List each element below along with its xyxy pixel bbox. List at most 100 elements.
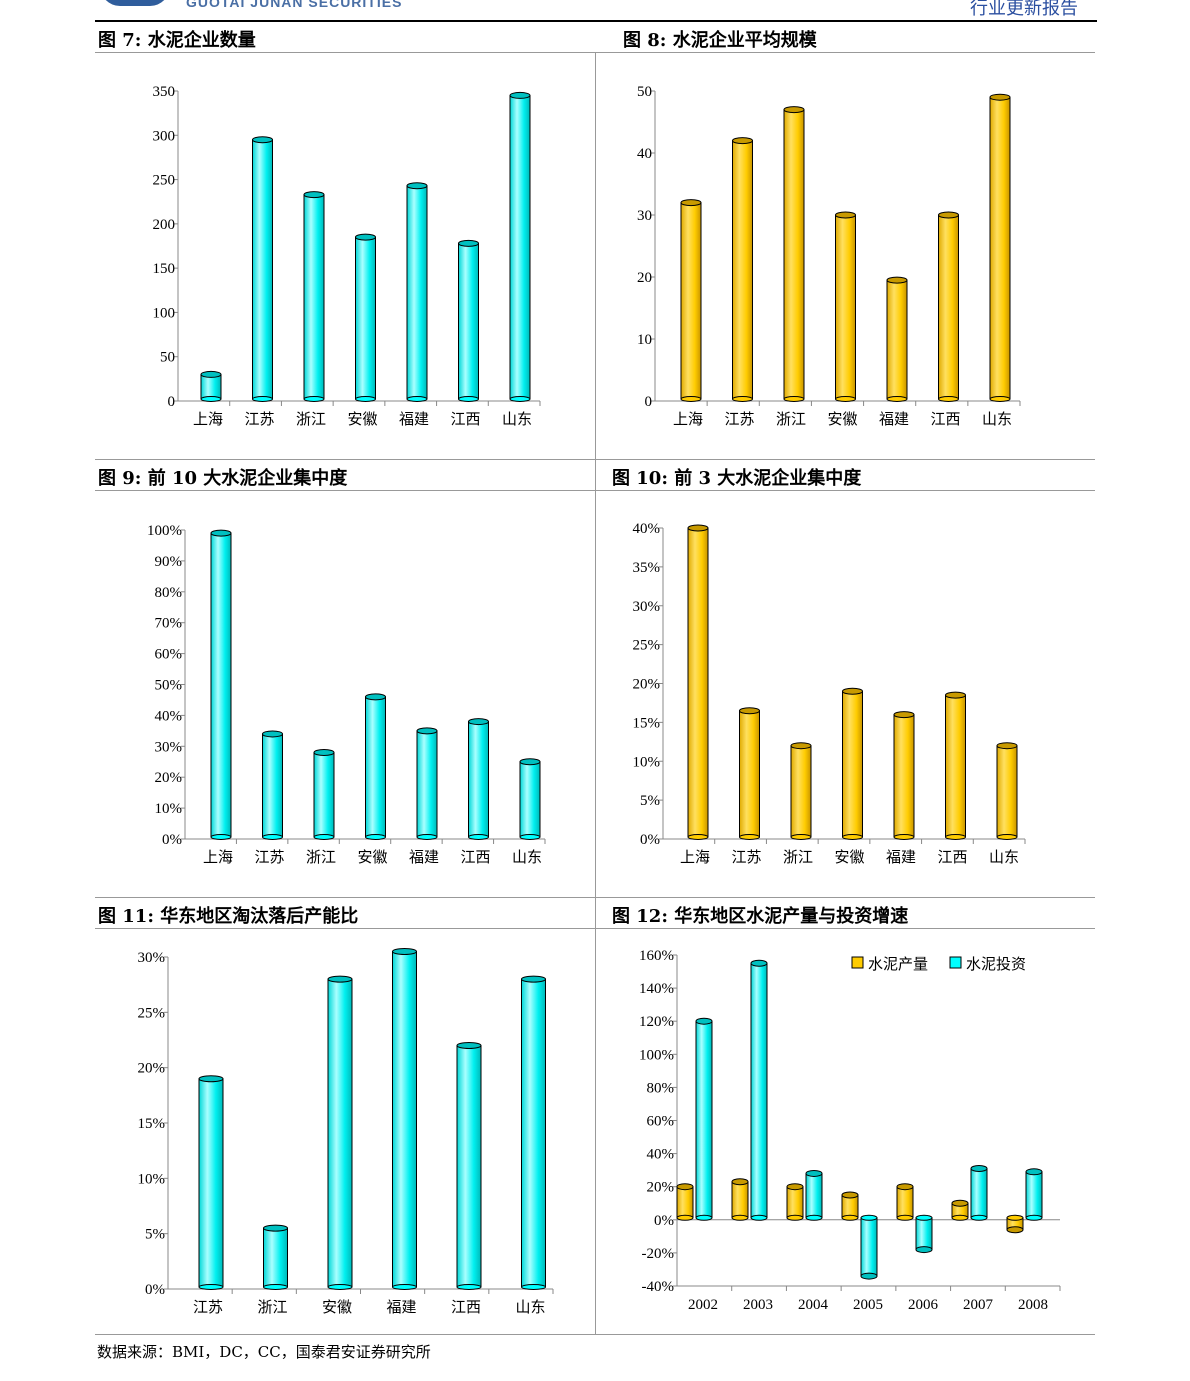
fig9-bar-cap [519,758,541,766]
fig9-bar-base [210,834,232,840]
fig11-y-tick-label: 25% [138,1005,166,1021]
fig9-y-tick-label: 50% [155,678,183,694]
fig11-bar-body [521,978,546,1288]
fig9-x-tick-label: 安徽 [357,849,387,866]
fig10-x-tick-label: 福建 [886,849,916,866]
fig9-y-tick-label: 100% [147,523,182,539]
fig9-bar-body [365,696,386,838]
fig7-bar-body [458,242,479,400]
fig11-y-tick-label: 5% [145,1227,165,1243]
fig7-y-tick-label: 0 [168,394,176,410]
fig10-bar-cap [996,742,1018,750]
fig8-bar-cap [886,276,908,284]
fig12-y-tick-label: 140% [639,981,674,997]
fig8-bar-body [680,202,702,400]
fig9-bar-base [365,834,386,840]
fig10-bar-base [790,834,812,840]
fig7-x-tick-label: 浙江 [296,411,326,428]
fig10-y-tick-label: 0% [640,832,660,848]
fig8-bar-base [783,396,805,402]
fig12-bar-gold [1006,1214,1024,1234]
fig7-title: 图 7: 水泥企业数量 [98,30,256,51]
fig12-bar-cyan-body [970,1167,988,1219]
fig12-y-tick-label: 160% [639,948,674,964]
fig8-bar-base [835,396,856,402]
fig10-x-tick-label: 江苏 [731,849,761,866]
fig12-bar-gold-base [1006,1214,1024,1221]
fig8-bar-base [989,396,1011,402]
fig7-bar-body [355,236,376,400]
fig11-bar-cap [392,947,417,955]
fig10-bar-base [842,834,863,840]
fig12-bar-gold [841,1191,859,1221]
fig12-bar-cyan-cap [750,959,768,967]
column-divider [595,52,596,1334]
fig12-bar-cyan-base [805,1214,823,1221]
fig8-bar-cap [938,211,959,219]
fig11-bar-body [456,1045,482,1288]
fig9-bar-base [519,834,541,840]
fig12-bar-gold-body [731,1181,749,1219]
fig10-bar-body [893,714,915,838]
fig11-bar [327,975,353,1290]
fig7-y-tick-label: 350 [153,84,176,100]
fig12-bar-gold [786,1183,804,1221]
fig9-x-tick-label: 江西 [460,849,490,866]
fig9-bar-cap [365,693,386,701]
fig12-bar-gold [676,1183,694,1221]
fig12-bar-cyan-base [1025,1214,1043,1221]
fig8-y-tick-label: 10 [637,332,652,348]
fig7-bar-cap [303,191,325,199]
fig7-bar-body [200,373,222,400]
fig8-bar [680,199,702,402]
fig12-bar-cyan-base [915,1214,933,1221]
fig8-x-tick-label: 江苏 [724,411,754,428]
fig11-x-tick-label: 山东 [515,1299,545,1316]
fig12-bar-gold-base [786,1214,804,1221]
fig10-x-tick-label: 安徽 [834,849,864,866]
fig9-bar [262,730,283,840]
fig8-y-tick-label: 50 [637,84,652,100]
fig9-bar-base [262,834,283,840]
fig11-bar-cap [456,1042,482,1050]
fig9-bar-body [519,761,541,838]
fig7-bar-body [406,185,428,400]
fig10-bar [945,691,966,840]
fig7-bar-cap [200,370,222,378]
fig12-bar-gold-cap [786,1183,804,1191]
fig10-y-tick-label: 30% [633,599,661,615]
fig12-bar-gold-cap [1006,1226,1024,1234]
fig7-bar-cap [252,136,273,144]
fig10-bar [893,711,915,840]
fig8-title: 图 8: 水泥企业平均规模 [623,30,817,51]
fig11-bar [456,1042,482,1290]
fig12-bar-gold-body [786,1186,804,1219]
fig9-y-tick-label: 0% [162,832,182,848]
fig12-bar-cyan-cap [1025,1168,1043,1176]
fig11-title: 图 11: 华东地区淘汰落后产能比 [98,906,359,927]
fig10-bar [790,742,812,840]
fig9-bar-cap [468,718,489,726]
fig8-bar-cap [835,211,856,219]
fig12-bar-gold-cap [731,1178,749,1186]
fig12-legend-swatch [851,956,864,969]
fig11-bar-base [263,1284,288,1290]
fig12-x-tick-label: 2004 [798,1297,829,1313]
fig9-bar-body [313,751,335,838]
fig7-x-tick-label: 江苏 [244,411,274,428]
fig11-bar-cap [521,975,546,983]
fig12-legend-label: 水泥产量 [868,956,928,973]
fig7-x-tick-label: 江西 [450,411,480,428]
fig12-bar-cyan-body [860,1217,878,1277]
fig7-y-tick-label: 50 [160,350,175,366]
fig10-x-tick-label: 山东 [989,849,1019,866]
fig8-x-tick-label: 浙江 [776,411,806,428]
fig12-bar-cyan-base [970,1214,988,1221]
fig7-bar-base [509,396,531,402]
fig11-bar [263,1224,288,1290]
fig9-x-tick-label: 江苏 [254,849,284,866]
fig9-bar-body [210,532,232,838]
fig8-bar-cap [680,199,702,207]
